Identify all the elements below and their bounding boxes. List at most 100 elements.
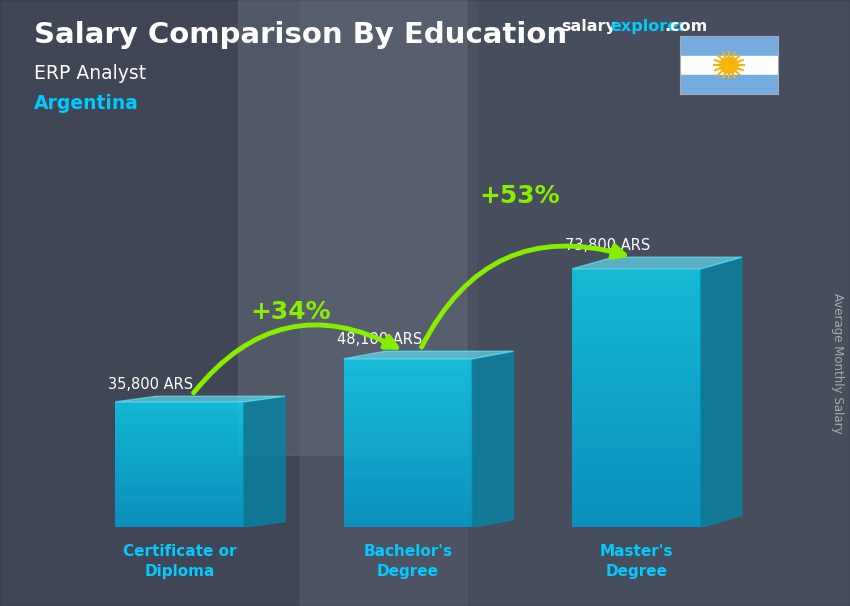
Bar bbox=[343, 519, 473, 521]
Bar bbox=[343, 404, 473, 405]
Bar bbox=[343, 380, 473, 382]
Bar bbox=[343, 506, 473, 508]
Bar bbox=[572, 468, 700, 471]
Bar bbox=[572, 361, 700, 364]
Bar bbox=[572, 272, 700, 275]
Bar bbox=[116, 476, 244, 478]
Bar bbox=[116, 511, 244, 513]
Bar bbox=[116, 442, 244, 443]
Bar bbox=[572, 524, 700, 527]
Bar bbox=[572, 452, 700, 455]
Bar bbox=[343, 408, 473, 410]
Bar bbox=[116, 500, 244, 502]
Bar bbox=[572, 302, 700, 305]
Bar bbox=[343, 502, 473, 504]
Bar bbox=[343, 493, 473, 495]
Bar bbox=[343, 419, 473, 421]
Bar bbox=[572, 282, 700, 285]
Bar bbox=[116, 519, 244, 521]
Bar bbox=[572, 373, 700, 377]
Bar bbox=[0, 0, 298, 606]
Bar bbox=[116, 408, 244, 410]
Text: explorer: explorer bbox=[610, 19, 687, 35]
Bar bbox=[572, 315, 700, 318]
Bar bbox=[116, 437, 244, 438]
Bar bbox=[116, 435, 244, 437]
Bar bbox=[572, 347, 700, 351]
Bar bbox=[680, 75, 778, 94]
Bar bbox=[572, 419, 700, 422]
Bar bbox=[572, 429, 700, 432]
Bar bbox=[572, 308, 700, 311]
Bar bbox=[116, 429, 244, 430]
Bar bbox=[572, 279, 700, 282]
Bar bbox=[343, 416, 473, 419]
Bar bbox=[572, 518, 700, 521]
Bar bbox=[343, 523, 473, 525]
Bar bbox=[572, 318, 700, 321]
Bar bbox=[572, 298, 700, 302]
Bar bbox=[116, 524, 244, 525]
Bar bbox=[343, 459, 473, 461]
Bar bbox=[572, 508, 700, 511]
Bar bbox=[572, 370, 700, 373]
Bar bbox=[343, 481, 473, 482]
Bar bbox=[116, 475, 244, 476]
Bar bbox=[572, 462, 700, 465]
Bar bbox=[572, 367, 700, 370]
Bar bbox=[116, 402, 244, 404]
Bar bbox=[572, 390, 700, 393]
Bar bbox=[343, 388, 473, 391]
Bar bbox=[116, 427, 244, 429]
Bar bbox=[343, 391, 473, 393]
Bar bbox=[572, 351, 700, 354]
Text: 73,800 ARS: 73,800 ARS bbox=[565, 238, 650, 253]
Bar bbox=[116, 465, 244, 467]
Bar bbox=[572, 328, 700, 331]
Bar bbox=[572, 341, 700, 344]
Bar bbox=[572, 324, 700, 328]
Bar bbox=[343, 482, 473, 485]
Bar bbox=[343, 401, 473, 404]
Bar bbox=[116, 522, 244, 524]
Bar bbox=[116, 497, 244, 499]
Bar bbox=[343, 476, 473, 478]
Bar bbox=[343, 491, 473, 493]
Bar bbox=[572, 288, 700, 291]
Bar bbox=[116, 410, 244, 411]
Bar bbox=[343, 387, 473, 388]
Bar bbox=[238, 0, 476, 454]
Bar bbox=[116, 430, 244, 432]
Bar bbox=[116, 478, 244, 479]
Bar bbox=[343, 510, 473, 512]
Bar bbox=[343, 512, 473, 514]
Bar bbox=[116, 502, 244, 504]
Bar bbox=[343, 393, 473, 395]
Bar bbox=[572, 475, 700, 478]
Bar bbox=[343, 467, 473, 470]
Text: Argentina: Argentina bbox=[34, 94, 139, 113]
Bar bbox=[572, 338, 700, 341]
Bar bbox=[116, 415, 244, 416]
Bar bbox=[572, 357, 700, 361]
Bar bbox=[116, 416, 244, 418]
Polygon shape bbox=[116, 396, 285, 402]
Bar bbox=[343, 370, 473, 371]
Bar bbox=[343, 412, 473, 415]
Bar bbox=[343, 472, 473, 474]
Bar bbox=[116, 467, 244, 468]
Bar bbox=[343, 489, 473, 491]
Bar bbox=[572, 521, 700, 524]
Bar bbox=[343, 429, 473, 431]
Bar bbox=[343, 374, 473, 376]
Bar bbox=[343, 438, 473, 440]
Bar bbox=[116, 425, 244, 427]
Bar bbox=[343, 442, 473, 444]
Polygon shape bbox=[700, 257, 742, 527]
Bar bbox=[343, 525, 473, 527]
Bar bbox=[572, 448, 700, 452]
Bar bbox=[572, 321, 700, 324]
Bar bbox=[116, 450, 244, 451]
Bar bbox=[116, 479, 244, 481]
Bar bbox=[343, 365, 473, 367]
